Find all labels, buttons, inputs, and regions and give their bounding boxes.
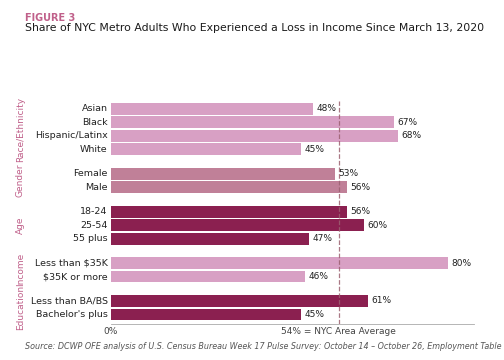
Bar: [111, 116, 394, 128]
Text: Asian: Asian: [82, 104, 107, 113]
Text: Black: Black: [82, 118, 107, 127]
Bar: [111, 168, 335, 180]
Bar: [111, 181, 347, 193]
Text: 46%: 46%: [308, 272, 328, 281]
Bar: [111, 295, 368, 307]
Text: 48%: 48%: [317, 104, 337, 113]
Bar: [111, 103, 313, 115]
Text: 45%: 45%: [304, 310, 324, 319]
Bar: [111, 130, 398, 142]
Bar: [111, 219, 364, 231]
Bar: [111, 309, 301, 320]
Text: FIGURE 3: FIGURE 3: [25, 13, 76, 23]
Text: 60%: 60%: [367, 221, 388, 230]
Bar: [111, 233, 309, 244]
Text: Education: Education: [16, 285, 25, 330]
Text: Less than BA/BS: Less than BA/BS: [31, 297, 107, 306]
Text: 45%: 45%: [304, 145, 324, 154]
Text: Source: DCWP OFE analysis of U.S. Census Bureau Week 17 Pulse Survey: October 14: Source: DCWP OFE analysis of U.S. Census…: [25, 342, 504, 351]
Text: 68%: 68%: [401, 131, 421, 140]
Text: 67%: 67%: [397, 118, 417, 127]
Bar: [111, 206, 347, 217]
Text: 61%: 61%: [371, 297, 392, 306]
Text: 25-54: 25-54: [80, 221, 107, 230]
Text: 80%: 80%: [452, 258, 472, 267]
Text: 53%: 53%: [338, 169, 358, 178]
Bar: [111, 143, 301, 155]
Text: Less than $35K: Less than $35K: [35, 258, 107, 267]
Text: 56%: 56%: [351, 183, 370, 192]
Text: Income: Income: [16, 253, 25, 287]
Text: Race/Ethnicity: Race/Ethnicity: [16, 96, 25, 162]
Text: Male: Male: [85, 183, 107, 192]
Text: 47%: 47%: [312, 234, 333, 243]
Text: Gender: Gender: [16, 164, 25, 197]
Bar: [111, 271, 305, 283]
Text: Age: Age: [16, 216, 25, 234]
Text: Bachelor's plus: Bachelor's plus: [36, 310, 107, 319]
Text: $35K or more: $35K or more: [43, 272, 107, 281]
Text: Female: Female: [73, 169, 107, 178]
Bar: [111, 257, 449, 269]
Text: 56%: 56%: [351, 207, 370, 216]
Text: White: White: [80, 145, 107, 154]
Text: 55 plus: 55 plus: [73, 234, 107, 243]
Text: Hispanic/Latinx: Hispanic/Latinx: [35, 131, 107, 140]
Text: Share of NYC Metro Adults Who Experienced a Loss in Income Since March 13, 2020: Share of NYC Metro Adults Who Experience…: [25, 23, 484, 33]
Text: 18-24: 18-24: [80, 207, 107, 216]
